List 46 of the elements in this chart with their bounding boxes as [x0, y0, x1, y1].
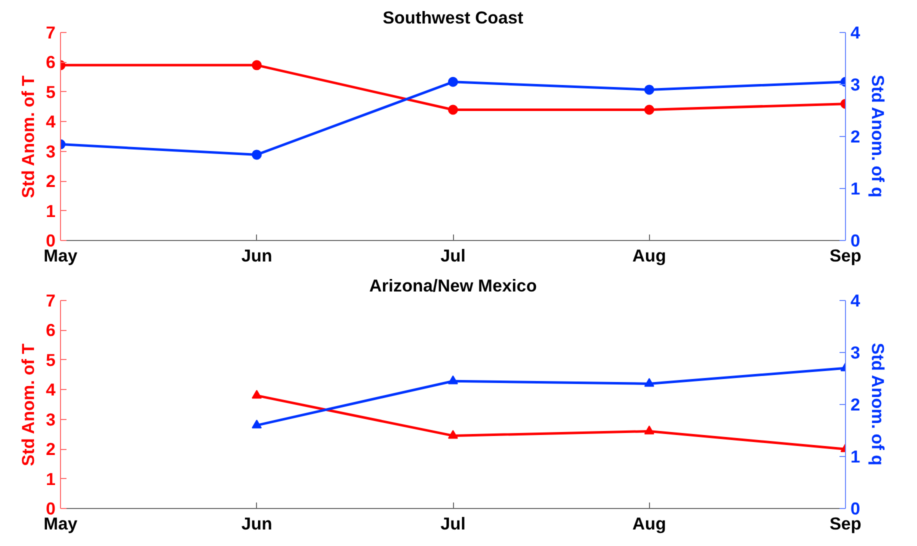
point	[448, 430, 458, 439]
x-tick-label: Jul	[440, 514, 466, 534]
y-tick-label: 6	[46, 52, 56, 72]
x-tick-label: Aug	[632, 246, 666, 266]
x-tick-label: Aug	[632, 514, 666, 534]
y-tick-label: 2	[46, 439, 56, 460]
y-axis-title: Std Anom. of T	[18, 75, 38, 198]
y2-tick-label: 4	[850, 22, 860, 42]
chart-title: Southwest Coast	[382, 8, 524, 28]
y-tick-label: 6	[46, 320, 56, 340]
y2-tick-label: 4	[850, 290, 860, 310]
x-tick-label: Jul	[440, 246, 466, 266]
y2-tick-label: 2	[850, 126, 860, 146]
y-tick-label: 3	[46, 141, 56, 162]
y-tick-label: 3	[46, 409, 56, 430]
y2-tick-label: 3	[850, 74, 860, 94]
point	[448, 104, 458, 115]
point	[644, 426, 654, 434]
y-tick-label: 4	[46, 380, 56, 400]
y-tick-label: 5	[46, 82, 56, 102]
point	[644, 104, 654, 115]
y-tick-label: 7	[46, 290, 56, 310]
y-tick-label: 2	[46, 171, 56, 192]
point	[644, 84, 654, 95]
y-tick-label: 5	[46, 350, 56, 370]
y2-tick-label: 1	[850, 446, 860, 466]
x-tick-label: Jun	[241, 514, 272, 534]
point	[644, 378, 654, 387]
y2-tick-label: 3	[850, 342, 860, 362]
y-tick-label: 4	[46, 112, 56, 132]
y2-axis-title: Std Anom. of q	[868, 342, 888, 466]
y-tick-label: 1	[46, 200, 56, 221]
y-tick-label: 1	[46, 468, 56, 489]
point	[448, 375, 458, 384]
point	[448, 76, 458, 87]
point	[252, 60, 262, 70]
y2-tick-label: 2	[850, 394, 860, 414]
point	[252, 420, 262, 428]
y-tick-label: 7	[46, 22, 56, 42]
y-axis-title: Std Anom. of T	[18, 343, 38, 466]
chart-title: Arizona/New Mexico	[369, 276, 537, 296]
point	[252, 150, 262, 160]
x-tick-label: Jun	[241, 246, 272, 266]
y2-tick-label: 1	[850, 178, 860, 198]
y2-axis-title: Std Anom. of q	[868, 74, 888, 198]
point	[252, 390, 262, 399]
